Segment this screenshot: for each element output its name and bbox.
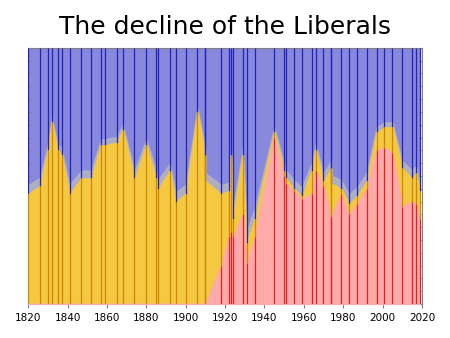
Title: The decline of the Liberals: The decline of the Liberals: [59, 15, 391, 39]
